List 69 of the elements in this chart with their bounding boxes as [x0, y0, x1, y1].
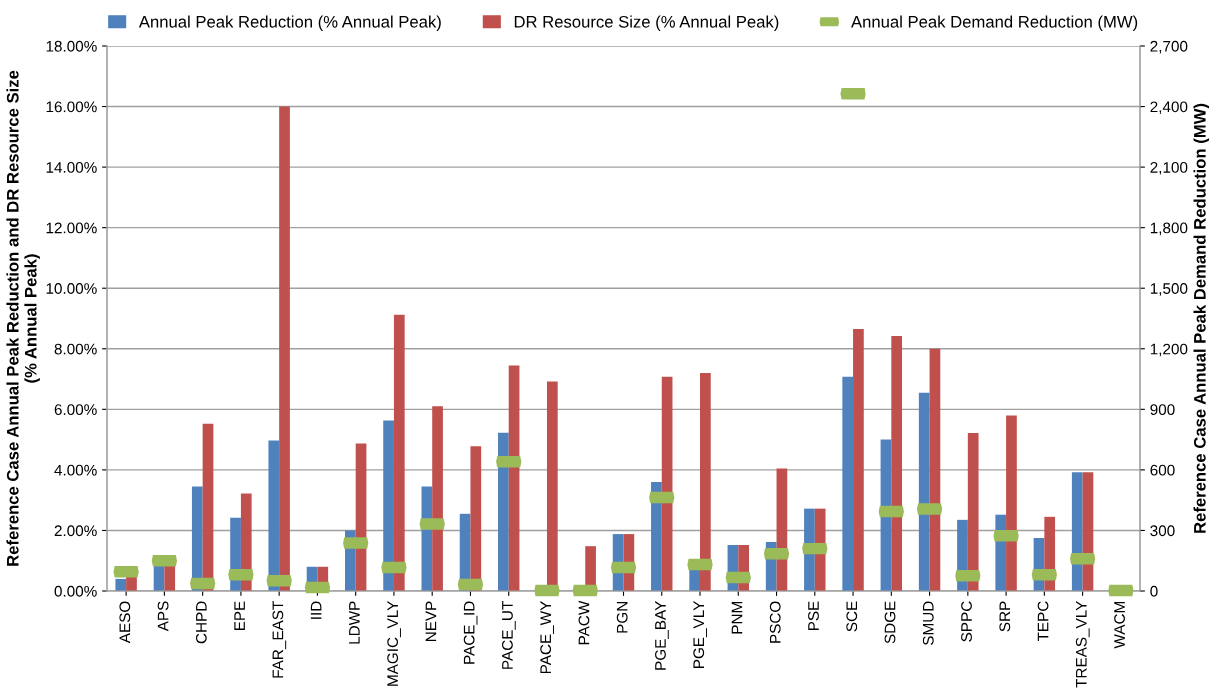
x-tick-label: PACE_UT [502, 601, 516, 669]
y2-tick-label: 2,100 [1150, 161, 1188, 175]
bar [918, 392, 930, 591]
y-axis-title: Reference Case Annual Peak Reduction and DR Resource Size (% Annual Peak) [6, 70, 40, 566]
x-tick-label: FAR_EAST [272, 601, 287, 678]
legend-label: Annual Peak Reduction (% Annual Peak) [138, 15, 441, 31]
y2-tick-label: 600 [1150, 464, 1175, 476]
x-tick-label: PNM [731, 601, 743, 634]
y2-tick-label: 2,700 [1150, 40, 1188, 54]
x-tick-label: CHPD [195, 601, 207, 644]
x-tick-label: IID [310, 601, 322, 619]
x-tick-label: PACW [578, 600, 590, 645]
x-tick-label: NEVP [425, 601, 437, 642]
x-tick-label: PGE_BAY [655, 601, 669, 670]
y2-tick-label: 1,800 [1150, 222, 1188, 236]
bar [432, 406, 443, 591]
legend-label: Annual Peak Demand Reduction (MW) [851, 15, 1138, 31]
bar [689, 568, 701, 591]
y2-tick-label: 1,200 [1150, 343, 1188, 357]
bar [891, 336, 903, 591]
y2-tick-label: 300 [1150, 525, 1175, 537]
x-tick-label: PACE_WY [540, 601, 554, 674]
y-tick-label: 0.00% [54, 585, 97, 597]
x-tick-label: SPPC [961, 601, 972, 642]
x-tick-label: PGE_VLY [693, 601, 708, 668]
x-tick-label: AESO [119, 601, 131, 644]
x-tick-label: APS [157, 601, 169, 632]
bar [1006, 415, 1017, 591]
x-tick-label: MAGIC_VLY [387, 601, 401, 686]
bar [191, 486, 203, 591]
bar [853, 329, 864, 591]
x-tick-label: TEPC [1037, 601, 1049, 642]
x-tick-label: WACM [1114, 601, 1125, 649]
y-tick-label: 14.00% [46, 161, 97, 173]
x-tick-label: EPE [234, 601, 245, 631]
bar [842, 376, 854, 591]
y-tick-label: 10.00% [46, 283, 97, 294]
y2-tick-label: 0 [1150, 585, 1158, 597]
y-tick-label: 6.00% [54, 404, 97, 416]
x-tick-label: SMUD [922, 601, 934, 646]
y-tick-label: 18.00% [46, 40, 97, 52]
x-tick-label: SRP [999, 601, 1011, 632]
bar [393, 314, 405, 591]
bar [498, 432, 509, 591]
y-tick-label: 8.00% [54, 343, 97, 355]
y2-tick-label: 1,500 [1150, 283, 1188, 296]
x-tick-label: LDWP [349, 601, 360, 644]
y-tick-label: 2.00% [54, 525, 97, 537]
x-tick-label: TREAS_VLY [1075, 601, 1090, 688]
x-tick-label: PSCO [769, 601, 781, 643]
bar [383, 420, 394, 591]
bar [268, 440, 280, 591]
y-tick-label: 16.00% [46, 101, 97, 113]
y-tick-label: 12.00% [46, 222, 97, 234]
bar [967, 432, 979, 591]
x-tick-label: PACE_ID [463, 601, 478, 664]
y2-tick-label: 2,400 [1150, 101, 1188, 115]
x-tick-label: SCE [846, 601, 858, 632]
bar [115, 578, 127, 591]
bar [1071, 472, 1083, 591]
x-tick-label: SDGE [884, 601, 896, 644]
y2-axis-title: Reference Case Annual Peak Demand Reduction (MW) [1193, 103, 1210, 533]
bar [279, 106, 290, 591]
bar [700, 373, 711, 591]
x-tick-label: PSE [808, 601, 819, 631]
x-tick-label: PGN [616, 601, 628, 633]
legend-label: DR Resource Size (% Annual Peak) [514, 15, 779, 31]
y-tick-label: 4.00% [54, 464, 97, 476]
y2-tick-label: 900 [1150, 404, 1175, 416]
